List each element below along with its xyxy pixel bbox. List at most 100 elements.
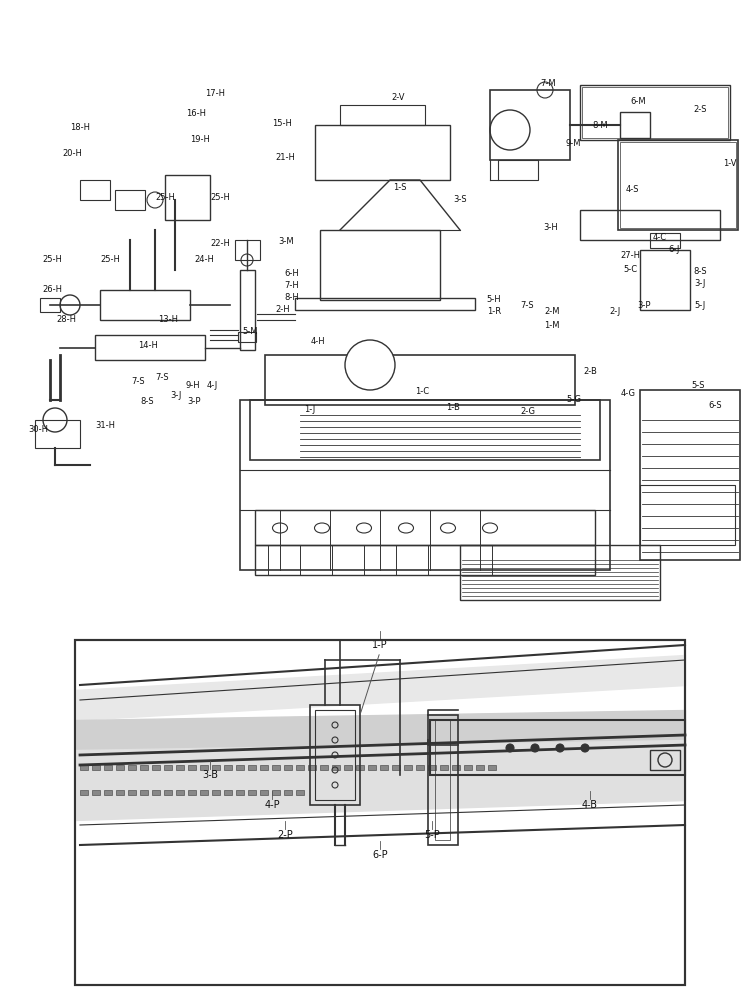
Bar bbox=[296, 765, 304, 770]
Bar bbox=[80, 790, 88, 795]
Text: 3-P: 3-P bbox=[187, 397, 201, 406]
Bar bbox=[35, 420, 80, 448]
Circle shape bbox=[506, 744, 514, 752]
Bar bbox=[80, 765, 88, 770]
Text: 3-M: 3-M bbox=[278, 237, 294, 246]
Text: 1-P: 1-P bbox=[372, 640, 388, 650]
Bar bbox=[100, 290, 190, 320]
Bar bbox=[640, 390, 740, 560]
Text: 16-H: 16-H bbox=[186, 109, 206, 118]
Text: 2-M: 2-M bbox=[544, 308, 559, 316]
Text: 24-H: 24-H bbox=[194, 254, 214, 263]
Text: 3-J: 3-J bbox=[170, 390, 182, 399]
Text: 3-J: 3-J bbox=[694, 278, 705, 288]
Text: 5-G: 5-G bbox=[566, 395, 581, 404]
Text: 6-S: 6-S bbox=[708, 400, 722, 410]
Bar bbox=[200, 765, 208, 770]
Text: 2-B: 2-B bbox=[583, 367, 597, 376]
Text: 5-S: 5-S bbox=[691, 381, 705, 390]
Bar bbox=[356, 765, 364, 770]
Bar bbox=[40, 298, 60, 312]
Bar bbox=[332, 765, 340, 770]
Text: 4-P: 4-P bbox=[264, 800, 280, 810]
Text: 9-H: 9-H bbox=[186, 380, 200, 389]
Bar bbox=[284, 790, 292, 795]
Bar bbox=[104, 765, 112, 770]
Text: 28-H: 28-H bbox=[56, 316, 76, 324]
Bar bbox=[582, 87, 728, 138]
Text: 2-H: 2-H bbox=[276, 306, 290, 314]
Text: 6-P: 6-P bbox=[372, 850, 388, 860]
Text: 25-H: 25-H bbox=[155, 194, 175, 202]
Text: 5-H: 5-H bbox=[487, 296, 502, 304]
Bar bbox=[498, 160, 538, 180]
Text: 13-H: 13-H bbox=[158, 316, 178, 324]
Text: 7-S: 7-S bbox=[155, 373, 168, 382]
Bar bbox=[618, 140, 738, 230]
Bar bbox=[116, 790, 124, 795]
Text: 1-S: 1-S bbox=[393, 184, 407, 192]
Bar bbox=[128, 790, 136, 795]
Text: 4-G: 4-G bbox=[620, 389, 635, 398]
Text: 4-J: 4-J bbox=[206, 380, 217, 389]
Text: 1-V: 1-V bbox=[723, 159, 737, 168]
Text: 25-H: 25-H bbox=[210, 194, 230, 202]
Bar bbox=[212, 790, 220, 795]
Text: 2-P: 2-P bbox=[277, 830, 293, 840]
Bar bbox=[368, 765, 376, 770]
Text: 31-H: 31-H bbox=[95, 420, 115, 430]
Text: 5-M: 5-M bbox=[242, 328, 258, 336]
Bar bbox=[272, 765, 280, 770]
Bar bbox=[265, 355, 575, 405]
Bar bbox=[464, 765, 472, 770]
Text: 22-H: 22-H bbox=[210, 238, 230, 247]
Text: 25-H: 25-H bbox=[100, 254, 120, 263]
Bar bbox=[620, 112, 650, 138]
Bar bbox=[128, 765, 136, 770]
Bar bbox=[224, 790, 232, 795]
Text: 3-B: 3-B bbox=[202, 770, 218, 780]
Bar bbox=[200, 790, 208, 795]
Bar bbox=[260, 790, 268, 795]
Text: 30-H: 30-H bbox=[28, 426, 48, 434]
Bar bbox=[310, 705, 360, 805]
Bar bbox=[488, 765, 496, 770]
Text: 8-M: 8-M bbox=[592, 121, 608, 130]
Text: 26-H: 26-H bbox=[42, 286, 62, 294]
Text: 9-M: 9-M bbox=[566, 139, 581, 148]
Text: 1-B: 1-B bbox=[446, 402, 460, 412]
Bar bbox=[176, 790, 184, 795]
Bar bbox=[176, 765, 184, 770]
Bar bbox=[404, 765, 412, 770]
Bar bbox=[250, 400, 600, 460]
Bar bbox=[75, 640, 685, 985]
Text: 5-J: 5-J bbox=[694, 300, 705, 310]
Text: 4-B: 4-B bbox=[582, 800, 598, 810]
Bar bbox=[236, 790, 244, 795]
Bar bbox=[640, 485, 735, 545]
Bar bbox=[416, 765, 424, 770]
Text: 7-M: 7-M bbox=[540, 79, 556, 88]
Bar bbox=[272, 790, 280, 795]
Bar bbox=[92, 790, 100, 795]
Text: 5-C: 5-C bbox=[623, 264, 637, 273]
Bar bbox=[255, 545, 595, 575]
Bar bbox=[320, 765, 328, 770]
Bar bbox=[92, 765, 100, 770]
Text: 1-R: 1-R bbox=[487, 308, 501, 316]
Text: 4-C: 4-C bbox=[653, 233, 667, 242]
Bar bbox=[116, 765, 124, 770]
Bar bbox=[476, 765, 484, 770]
Bar bbox=[104, 790, 112, 795]
Bar bbox=[240, 270, 255, 350]
Bar bbox=[460, 545, 660, 600]
Bar bbox=[380, 765, 388, 770]
Text: 8-S: 8-S bbox=[693, 266, 707, 275]
Circle shape bbox=[531, 744, 539, 752]
Bar bbox=[428, 765, 436, 770]
Text: 7-S: 7-S bbox=[520, 300, 534, 310]
Bar bbox=[140, 790, 148, 795]
Bar bbox=[440, 765, 448, 770]
Bar bbox=[80, 180, 110, 200]
Bar bbox=[428, 715, 458, 845]
